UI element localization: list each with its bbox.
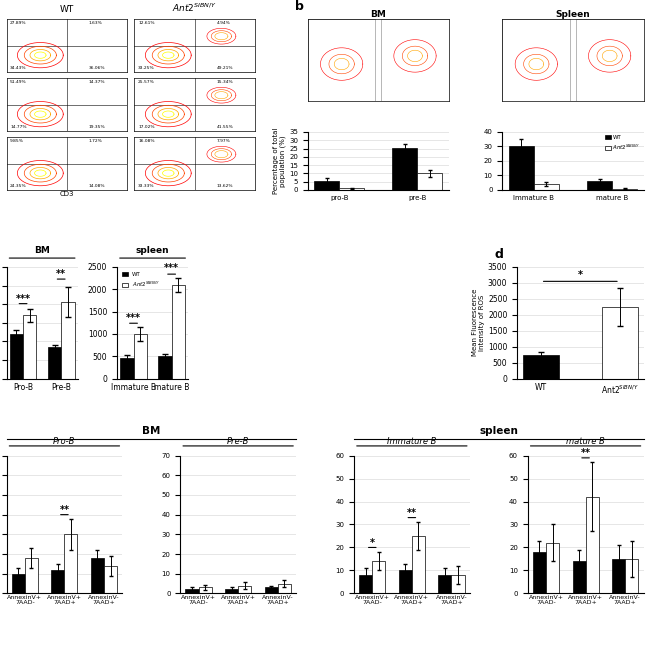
Bar [502, 19, 570, 101]
Y-axis label: Percentage of total
population (%): Percentage of total population (%) [273, 128, 286, 194]
Y-axis label: Mean Fluorescence
Intensity of ROS: Mean Fluorescence Intensity of ROS [472, 289, 485, 357]
Bar [393, 148, 417, 190]
Bar [573, 561, 586, 593]
Bar [534, 184, 559, 190]
Title: spleen: spleen [136, 246, 170, 255]
Bar [238, 586, 251, 593]
Bar [25, 558, 38, 593]
Title: BM: BM [34, 246, 50, 255]
Text: 14.08%: 14.08% [88, 184, 105, 188]
Text: 4.94%: 4.94% [216, 21, 230, 25]
Bar [225, 590, 238, 593]
Text: **: ** [59, 505, 70, 515]
Bar [586, 497, 599, 593]
Text: **: ** [56, 269, 66, 279]
Bar [417, 174, 443, 190]
Bar [612, 559, 625, 593]
Bar [198, 588, 212, 593]
Text: 15.34%: 15.34% [216, 80, 233, 84]
Bar [372, 561, 385, 593]
Text: ***: *** [16, 293, 31, 304]
Bar [533, 552, 546, 593]
Text: 33.33%: 33.33% [138, 184, 155, 188]
Bar [159, 356, 172, 379]
Bar [12, 573, 25, 593]
Text: d: d [495, 248, 503, 261]
Text: 14.37%: 14.37% [88, 80, 105, 84]
Text: **: ** [407, 508, 417, 518]
Bar [612, 188, 637, 190]
Bar [576, 19, 644, 101]
Legend: WT, $Ant2^{SIBN/Y}$: WT, $Ant2^{SIBN/Y}$ [605, 135, 641, 152]
Bar [265, 588, 278, 593]
Text: 34.43%: 34.43% [10, 66, 27, 70]
Bar [399, 570, 412, 593]
Title: Pre-B: Pre-B [227, 437, 250, 446]
Bar [51, 570, 64, 593]
Text: b: b [295, 0, 304, 13]
Bar [10, 334, 23, 379]
Text: ***: *** [126, 313, 141, 322]
Bar [133, 334, 147, 379]
Bar [452, 575, 465, 593]
Text: 1.72%: 1.72% [88, 139, 102, 143]
Bar [381, 19, 449, 101]
Bar [172, 285, 185, 379]
Text: spleen: spleen [479, 426, 518, 436]
Bar [308, 19, 376, 101]
Bar [91, 558, 104, 593]
Bar [314, 181, 339, 190]
Text: 17.02%: 17.02% [138, 125, 155, 130]
Text: $Ant2^{SIBN/Y}$: $Ant2^{SIBN/Y}$ [172, 2, 217, 14]
Text: 13.62%: 13.62% [216, 184, 233, 188]
Bar [509, 146, 534, 190]
Text: 24.35%: 24.35% [10, 184, 27, 188]
Text: 19.35%: 19.35% [88, 125, 105, 130]
Title: Spleen: Spleen [556, 10, 590, 19]
Bar [278, 584, 291, 593]
Title: Immature B: Immature B [387, 437, 437, 446]
Title: mature B: mature B [566, 437, 605, 446]
Bar [61, 303, 75, 379]
Text: 27.89%: 27.89% [10, 21, 27, 25]
Bar [546, 543, 559, 593]
Bar [339, 188, 364, 190]
Text: 33.25%: 33.25% [138, 66, 155, 70]
Text: BM: BM [142, 426, 161, 436]
Text: 9.85%: 9.85% [10, 139, 24, 143]
Bar [48, 347, 61, 379]
Text: 1.63%: 1.63% [88, 21, 102, 25]
Text: *: * [370, 538, 375, 548]
Bar [23, 315, 36, 379]
Text: 12.61%: 12.61% [138, 21, 155, 25]
Bar [104, 566, 117, 593]
Text: 25.57%: 25.57% [138, 80, 155, 84]
Bar [359, 575, 372, 593]
Text: 49.21%: 49.21% [216, 66, 233, 70]
Text: WT: WT [60, 5, 74, 14]
Text: 36.06%: 36.06% [88, 66, 105, 70]
Bar [120, 359, 133, 379]
Bar [587, 181, 612, 190]
Bar [412, 536, 425, 593]
Bar [602, 307, 638, 379]
Text: 51.49%: 51.49% [10, 80, 27, 84]
Text: ***: *** [164, 263, 179, 273]
Title: Pro-B: Pro-B [53, 437, 75, 446]
Text: 16.08%: 16.08% [138, 139, 155, 143]
Text: 41.55%: 41.55% [216, 125, 233, 130]
Legend: WT, $Ant2^{SIBN/Y}$: WT, $Ant2^{SIBN/Y}$ [120, 270, 162, 292]
Text: **: ** [580, 448, 591, 458]
Text: 7.97%: 7.97% [216, 139, 230, 143]
Title: BM: BM [370, 10, 386, 19]
Bar [64, 534, 77, 593]
Bar [185, 590, 198, 593]
Bar [625, 559, 638, 593]
Bar [523, 355, 558, 379]
Text: 14.77%: 14.77% [10, 125, 27, 130]
Bar [438, 575, 452, 593]
Text: *: * [578, 270, 583, 280]
X-axis label: CD3: CD3 [60, 192, 74, 197]
